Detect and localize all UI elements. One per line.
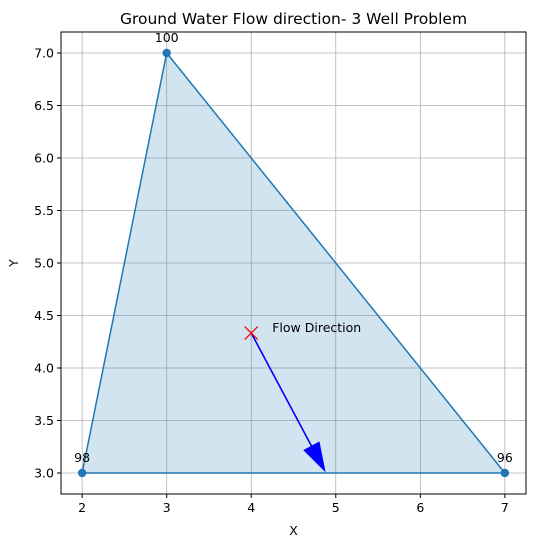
well-label: 98 bbox=[74, 450, 90, 465]
x-tick-label: 7 bbox=[501, 500, 509, 515]
y-tick-label: 4.5 bbox=[34, 308, 54, 323]
triangle-fill bbox=[82, 53, 505, 473]
triangle-outline bbox=[81, 52, 506, 474]
x-axis-label: X bbox=[289, 523, 298, 538]
y-tick-label: 5.0 bbox=[34, 256, 54, 271]
chart-title: Ground Water Flow direction- 3 Well Prob… bbox=[120, 10, 467, 28]
well-label: 96 bbox=[497, 450, 513, 465]
y-tick-label: 4.0 bbox=[34, 361, 54, 376]
x-tick-label: 5 bbox=[332, 500, 340, 515]
grid bbox=[61, 32, 526, 494]
x-tick-label: 4 bbox=[247, 500, 255, 515]
y-tick-label: 3.0 bbox=[34, 466, 54, 481]
y-tick-label: 6.0 bbox=[34, 151, 54, 166]
centroid-stroke bbox=[244, 326, 259, 340]
flow-arrow-head bbox=[303, 441, 326, 473]
well-point bbox=[77, 468, 87, 478]
y-tick-label: 3.5 bbox=[34, 413, 54, 428]
y-tick-label: 6.5 bbox=[34, 98, 54, 113]
well-point bbox=[162, 48, 171, 58]
y-tick-label: 7.0 bbox=[34, 46, 54, 61]
x-tick-label: 3 bbox=[163, 500, 171, 515]
well-label: 100 bbox=[155, 30, 179, 45]
plot-content: 98 100 96 Flow Direction bbox=[74, 30, 513, 478]
y-tick-label: 5.5 bbox=[34, 203, 54, 218]
y-axis-label: Y bbox=[6, 259, 21, 268]
ticks: 2 3 4 5 6 7 3.0 3.5 4.0 4.5 5.0 5.5 6.0 6.5 7.0 bbox=[34, 46, 509, 516]
x-tick-label: 6 bbox=[416, 500, 424, 515]
flow-direction-annotation: Flow Direction bbox=[272, 320, 361, 335]
flow-arrow-shaft bbox=[250, 332, 313, 447]
x-tick-label: 2 bbox=[78, 500, 86, 515]
well-point bbox=[500, 468, 510, 478]
centroid-marker bbox=[244, 326, 259, 340]
